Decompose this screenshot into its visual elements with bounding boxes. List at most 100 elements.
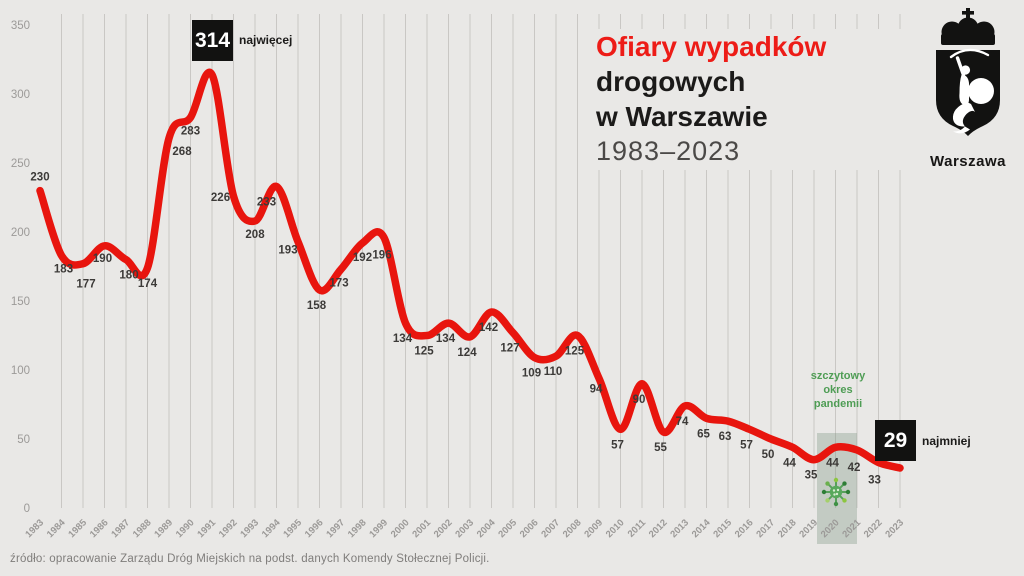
y-tick-label: 250 <box>11 158 30 170</box>
data-point-label: 57 <box>740 439 753 451</box>
title-line-1: Ofiary wypadków <box>596 31 827 62</box>
data-point-label: 192 <box>353 252 372 264</box>
data-point-label: 110 <box>544 366 563 378</box>
data-labels: 2301831771901801742682832262082331931581… <box>30 125 880 486</box>
y-tick-label: 150 <box>11 296 30 308</box>
data-point-label: 230 <box>30 172 49 184</box>
data-point-label: 50 <box>762 449 775 461</box>
title-block: Ofiary wypadków drogowych w Warszawie 19… <box>596 29 910 170</box>
x-tick-label: 2008 <box>561 517 584 540</box>
x-tick-label: 2018 <box>776 517 799 540</box>
line-series <box>36 68 904 472</box>
x-tick-label: 2004 <box>475 517 498 540</box>
x-tick-label: 2022 <box>862 517 885 540</box>
data-point-label: 233 <box>257 196 276 208</box>
x-tick-label: 1993 <box>238 517 261 540</box>
x-tick-label: 2009 <box>582 517 605 540</box>
x-tick-label: 2017 <box>754 517 777 540</box>
min-value-box: 29 <box>875 420 916 461</box>
data-point-label: 190 <box>93 253 112 265</box>
data-point-label: 125 <box>414 346 434 358</box>
x-tick-label: 2003 <box>453 517 476 540</box>
y-tick-label: 0 <box>24 503 30 515</box>
x-tick-label: 2014 <box>690 517 713 540</box>
data-point-label: 127 <box>500 343 519 355</box>
data-point-label: 180 <box>119 270 138 282</box>
data-point-label: 94 <box>590 383 603 395</box>
min-label: najmniej <box>922 434 971 448</box>
data-point-label: 173 <box>329 277 348 289</box>
data-point-label: 55 <box>654 442 667 454</box>
warsaw-mermaid-crest-icon <box>936 8 1000 136</box>
x-tick-label: 2005 <box>496 517 519 540</box>
data-point-label: 57 <box>611 439 624 451</box>
x-tick-label: 2011 <box>626 517 649 540</box>
x-tick-label: 2007 <box>539 517 562 540</box>
logo-caption: Warszawa <box>930 153 1006 170</box>
data-point-label: 142 <box>479 322 498 334</box>
y-tick-label: 350 <box>11 20 30 32</box>
y-axis-labels: 0 50 100 150 200 250 300 350 <box>11 20 30 515</box>
y-tick-label: 300 <box>11 89 30 101</box>
x-tick-label: 2012 <box>647 517 670 540</box>
y-tick-label: 50 <box>17 434 30 446</box>
data-point-label: 268 <box>172 146 192 158</box>
data-point-label: 134 <box>393 333 413 345</box>
data-point-label: 109 <box>522 368 541 380</box>
max-value-box: 314 <box>192 20 233 61</box>
data-point-label: 283 <box>181 125 200 137</box>
data-point-label: 158 <box>307 300 327 312</box>
data-point-label: 65 <box>697 428 710 440</box>
source-note: źródło: opracowanie Zarządu Dróg Miejski… <box>10 553 490 565</box>
data-point-label: 193 <box>278 245 297 257</box>
data-point-label: 33 <box>868 474 881 486</box>
max-label: najwięcej <box>239 33 293 47</box>
x-tick-label: 1986 <box>88 517 111 540</box>
min-value: 29 <box>883 428 908 452</box>
data-point-label: 177 <box>76 279 95 291</box>
data-point-label: 44 <box>783 457 796 469</box>
x-tick-label: 1998 <box>346 517 369 540</box>
x-tick-label: 1987 <box>109 517 132 540</box>
pandemic-line-2: okres <box>823 384 853 396</box>
x-tick-label: 2006 <box>518 517 541 540</box>
data-point-label: 196 <box>372 250 391 262</box>
x-tick-label: 1992 <box>217 517 240 540</box>
data-point-label: 208 <box>245 229 265 241</box>
x-tick-label: 2023 <box>883 517 906 540</box>
x-tick-label: 1991 <box>195 517 218 540</box>
x-tick-label: 1995 <box>281 517 304 540</box>
x-tick-label: 2016 <box>733 517 756 540</box>
data-point-label: 42 <box>848 462 861 474</box>
x-tick-label: 2015 <box>711 517 734 540</box>
x-tick-label: 1994 <box>260 517 283 540</box>
pandemic-line-3: pandemii <box>813 398 863 410</box>
x-tick-label: 1983 <box>23 517 46 540</box>
x-tick-label: 2001 <box>410 517 433 540</box>
data-point-label: 63 <box>719 431 732 443</box>
x-tick-label: 2002 <box>432 517 455 540</box>
pandemic-line-1: szczytowy <box>810 370 866 382</box>
title-line-3: w Warszawie <box>596 101 768 132</box>
warsaw-logo: Warszawa <box>926 8 1010 170</box>
x-tick-label: 1990 <box>174 517 197 540</box>
x-tick-label: 1984 <box>45 517 68 540</box>
data-point-label: 183 <box>54 263 73 275</box>
x-tick-label: 2010 <box>604 517 627 540</box>
data-point-label: 125 <box>565 346 585 358</box>
data-point-label: 35 <box>805 470 818 482</box>
x-axis-labels: 1983198419851986198719881989199019911992… <box>23 517 906 540</box>
pandemic-annotation: szczytowy okres pandemii <box>796 369 880 411</box>
title-line-2: drogowych <box>596 66 746 97</box>
x-tick-label: 2000 <box>389 517 412 540</box>
data-point-label: 90 <box>633 394 646 406</box>
x-tick-label: 1999 <box>367 517 390 540</box>
x-tick-label: 1996 <box>303 517 326 540</box>
y-tick-label: 100 <box>11 365 30 377</box>
data-point-label: 226 <box>211 192 230 204</box>
x-tick-label: 1989 <box>152 517 175 540</box>
data-point-label: 174 <box>138 278 158 290</box>
max-value: 314 <box>194 28 231 52</box>
